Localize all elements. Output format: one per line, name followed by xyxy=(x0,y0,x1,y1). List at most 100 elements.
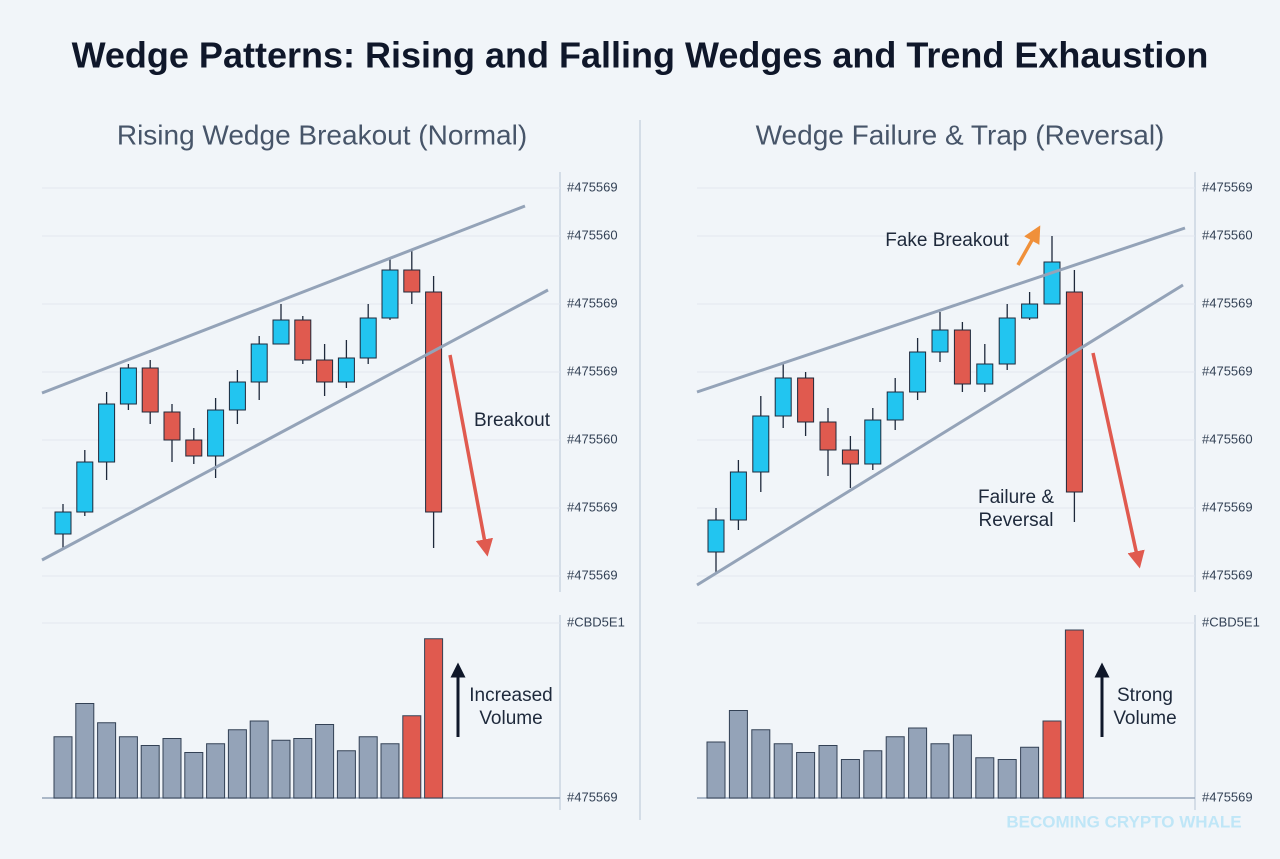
candle-body xyxy=(774,377,792,417)
volume-bar xyxy=(97,722,117,799)
volume-bar xyxy=(1020,746,1040,799)
candle-body xyxy=(185,439,203,457)
candle-body xyxy=(425,291,443,513)
candle-body xyxy=(316,359,334,383)
y-tick-label: #475569 xyxy=(1202,499,1253,514)
candle-body xyxy=(228,381,246,411)
annotation: Breakout xyxy=(474,410,551,431)
y-tick-label: #475569 xyxy=(567,363,618,378)
volume-bar xyxy=(885,736,905,799)
volume-bar xyxy=(53,736,73,799)
annotation: Failure & xyxy=(978,487,1054,508)
arrow xyxy=(448,354,493,557)
y-tick-label: #CBD5E1 xyxy=(567,614,625,629)
volume-bar xyxy=(728,710,748,799)
chart-title: Wedge Failure & Trap (Reversal) xyxy=(756,119,1165,150)
volume-bar xyxy=(796,752,816,799)
candle-body xyxy=(1065,291,1083,493)
candle-body xyxy=(359,317,377,359)
trend-line xyxy=(41,288,549,562)
plots: #475569 #475560 #475569 #475569 #475560 #4755… xyxy=(42,172,1260,810)
y-tick-label: #475569 xyxy=(567,499,618,514)
y-tick-label: #475569 xyxy=(1202,363,1253,378)
candle-body xyxy=(1043,261,1061,305)
annotation: Volume xyxy=(479,708,542,729)
candle-body xyxy=(909,351,927,393)
candle-body xyxy=(998,317,1016,365)
volume-bar xyxy=(75,703,95,799)
candle-body xyxy=(337,357,355,383)
candle-body xyxy=(294,319,312,361)
volume-bar xyxy=(773,743,793,799)
volume-bar xyxy=(840,759,860,799)
candle-body xyxy=(141,367,159,413)
candle-body xyxy=(752,415,770,473)
page-title: Wedge Patterns: Rising and Falling Wedge… xyxy=(72,35,1209,76)
volume-bar xyxy=(358,736,378,799)
volume-bar xyxy=(315,724,335,799)
annotation: Volume xyxy=(1113,708,1176,729)
y-tick-label: #475569 xyxy=(1202,567,1253,582)
y-tick-label: #475569 xyxy=(1202,179,1253,194)
volume-bar xyxy=(997,759,1017,799)
trend-line xyxy=(696,226,1186,394)
volume-bar xyxy=(249,720,269,799)
y-tick-label: #CBD5E1 xyxy=(1202,614,1260,629)
candle-body xyxy=(54,511,72,535)
annotation: Increased xyxy=(469,685,552,706)
volume-bar xyxy=(424,638,444,799)
chart-title: Rising Wedge Breakout (Normal) xyxy=(117,119,527,150)
watermark: BECOMING CRYPTO WHALE xyxy=(1006,812,1241,831)
annotation: Strong xyxy=(1117,685,1173,706)
candle-body xyxy=(1021,303,1039,319)
volume-bar xyxy=(293,738,313,799)
candle-body xyxy=(76,461,94,513)
candle-body xyxy=(250,343,268,383)
trend-line xyxy=(696,283,1184,587)
volume-bar xyxy=(184,752,204,799)
candle-body xyxy=(819,421,837,451)
candle-body xyxy=(931,329,949,353)
y-tick-label: #475569 xyxy=(567,179,618,194)
candle-body xyxy=(729,471,747,521)
volume-bar xyxy=(271,739,291,799)
volume-bar xyxy=(118,736,138,799)
candle-body xyxy=(841,449,859,465)
volume-bar xyxy=(227,729,247,799)
volume-bar xyxy=(863,750,883,799)
y-tick-label: #475569 xyxy=(567,567,618,582)
volume-bar xyxy=(908,727,928,799)
candle-body xyxy=(403,269,421,293)
candle-body xyxy=(272,319,290,345)
trend-line xyxy=(41,204,526,395)
volume-bar xyxy=(336,750,356,799)
y-tick-label: #475569 xyxy=(567,789,618,804)
candle-body xyxy=(976,363,994,385)
candle-body xyxy=(886,391,904,421)
volume-bar xyxy=(706,741,726,799)
candle-body xyxy=(163,411,181,441)
candle-body xyxy=(381,269,399,319)
y-tick-label: #475560 xyxy=(567,227,618,242)
y-tick-label: #475560 xyxy=(567,431,618,446)
candle-body xyxy=(119,367,137,405)
candle-body xyxy=(707,519,725,553)
overlay xyxy=(41,204,1186,737)
volume-bar xyxy=(930,743,950,799)
volume-bar xyxy=(952,734,972,799)
volume-bar xyxy=(818,745,838,799)
volume-bar xyxy=(402,715,422,799)
y-tick-label: #475560 xyxy=(1202,431,1253,446)
volume-bar xyxy=(975,757,995,799)
arrow xyxy=(1091,352,1145,569)
y-tick-label: #475560 xyxy=(1202,227,1253,242)
volume-bar xyxy=(206,743,226,799)
volume-bar xyxy=(380,743,400,799)
volume-bar xyxy=(1042,720,1062,799)
candle-body xyxy=(98,403,116,463)
arrow xyxy=(1016,225,1041,266)
annotation: Reversal xyxy=(979,510,1054,531)
volume-bar xyxy=(1064,629,1084,799)
